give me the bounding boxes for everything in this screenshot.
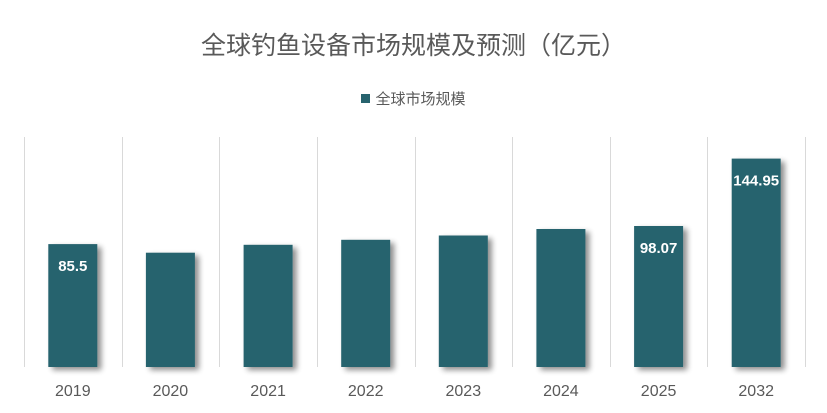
- bar: [243, 244, 293, 367]
- x-tick-label: 2025: [641, 383, 677, 400]
- chart-title: 全球钓鱼设备市场规模及预测（亿元）: [200, 31, 626, 60]
- x-tick-label: 2019: [55, 383, 91, 400]
- x-tick-label: 2032: [738, 383, 774, 400]
- legend-swatch: [361, 94, 371, 103]
- legend: 全球市场规模: [0, 88, 827, 109]
- data-label: 98.07: [640, 240, 678, 257]
- x-tick-label: 2021: [250, 383, 286, 400]
- data-label: 144.95: [733, 173, 779, 190]
- data-label: 85.5: [58, 258, 87, 275]
- x-tick-label: 2020: [153, 383, 189, 400]
- bar: [341, 239, 391, 367]
- bar: [145, 252, 195, 367]
- bar: [731, 158, 781, 367]
- x-tick-label: 2024: [543, 383, 579, 400]
- bar: [634, 226, 684, 367]
- bar: [536, 229, 586, 367]
- bar: [48, 244, 98, 367]
- x-tick-label: 2023: [446, 383, 482, 400]
- x-tick-label: 2022: [348, 383, 384, 400]
- legend-label: 全球市场规模: [375, 90, 466, 108]
- bar: [438, 235, 488, 367]
